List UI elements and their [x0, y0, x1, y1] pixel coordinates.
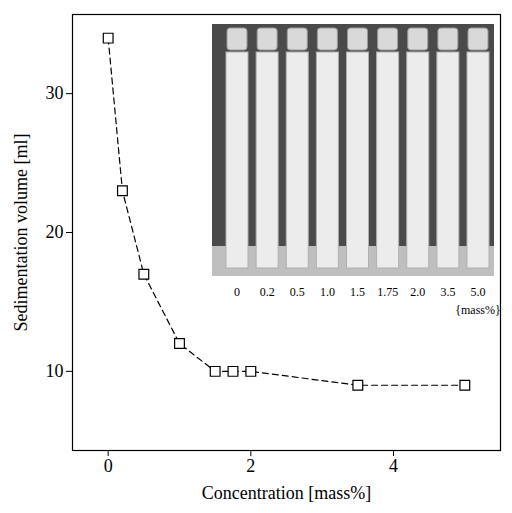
svg-text:{mass%}: {mass%} [455, 303, 501, 317]
svg-text:1.75: 1.75 [377, 285, 398, 299]
svg-text:30: 30 [46, 83, 64, 103]
svg-text:2: 2 [246, 456, 255, 476]
svg-text:1.0: 1.0 [320, 285, 335, 299]
svg-text:2.0: 2.0 [410, 285, 425, 299]
svg-text:5.0: 5.0 [471, 285, 486, 299]
svg-text:3.5: 3.5 [440, 285, 455, 299]
svg-text:4: 4 [389, 456, 398, 476]
svg-text:10: 10 [46, 361, 64, 381]
svg-text:0: 0 [104, 456, 113, 476]
svg-text:Concentration [mass%]: Concentration [mass%] [202, 483, 371, 503]
svg-text:1.5: 1.5 [350, 285, 365, 299]
svg-text:0.2: 0.2 [260, 285, 275, 299]
svg-text:0.5: 0.5 [290, 285, 305, 299]
svg-text:Sedimentation volume [ml]: Sedimentation volume [ml] [11, 134, 31, 332]
svg-text:0: 0 [234, 285, 240, 299]
svg-text:20: 20 [46, 222, 64, 242]
